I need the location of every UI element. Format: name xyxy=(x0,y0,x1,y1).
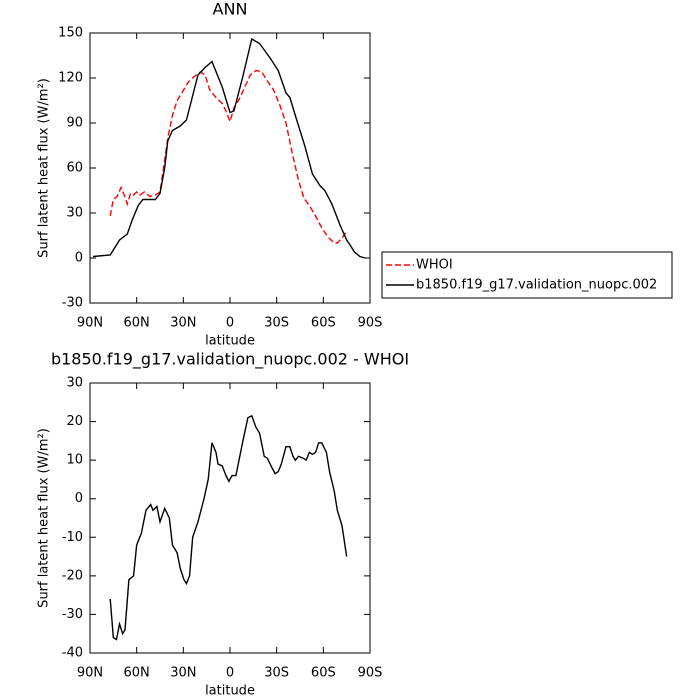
y-tick-label: 30 xyxy=(66,206,83,221)
data-line xyxy=(93,37,366,259)
y-tick-label: 10 xyxy=(66,453,83,468)
x-tick-label: 60S xyxy=(311,316,336,331)
data-line xyxy=(109,414,348,641)
y-axis-label: Surf latent heat flux (W/m²) xyxy=(37,78,52,258)
x-tick-label: 90S xyxy=(358,666,383,681)
legend-label: b1850.f19_g17.validation_nuopc.002 xyxy=(416,278,657,293)
x-axis-label: latitude xyxy=(205,334,255,349)
y-tick-label: 0 xyxy=(75,491,83,506)
y-tick-label: 0 xyxy=(75,251,83,266)
y-tick-label: -30 xyxy=(62,607,83,622)
x-tick-label: 90S xyxy=(358,316,383,331)
x-tick-label: 90N xyxy=(77,666,103,681)
plot-frame xyxy=(89,382,371,654)
y-tick-label: -40 xyxy=(62,646,83,661)
x-tick-label: 30S xyxy=(264,316,289,331)
x-axis-label: latitude xyxy=(205,684,255,699)
x-tick-label: 30N xyxy=(170,316,196,331)
x-tick-label: 60N xyxy=(124,666,150,681)
legend-box xyxy=(381,251,673,299)
x-tick-label: 60S xyxy=(311,666,336,681)
x-tick-label: 60N xyxy=(124,316,150,331)
y-tick-label: 20 xyxy=(66,414,83,429)
x-tick-label: 30S xyxy=(264,666,289,681)
y-tick-label: 90 xyxy=(66,116,83,131)
y-axis-label: Surf latent heat flux (W/m²) xyxy=(37,428,52,608)
y-tick-label: -30 xyxy=(62,296,83,311)
y-tick-label: -10 xyxy=(62,530,83,545)
legend-label: WHOI xyxy=(416,258,453,273)
data-line xyxy=(109,69,348,244)
x-tick-label: 0 xyxy=(226,316,234,331)
y-tick-label: 30 xyxy=(66,376,83,391)
y-tick-label: 120 xyxy=(58,71,83,86)
chart-title: ANN xyxy=(213,0,248,19)
chart-title: b1850.f19_g17.validation_nuopc.002 - WHO… xyxy=(51,350,409,370)
x-tick-label: 30N xyxy=(170,666,196,681)
plot-frame xyxy=(89,32,371,304)
x-tick-label: 0 xyxy=(226,666,234,681)
y-tick-label: -20 xyxy=(62,568,83,583)
y-tick-label: 150 xyxy=(58,26,83,41)
x-tick-label: 90N xyxy=(77,316,103,331)
y-tick-label: 60 xyxy=(66,161,83,176)
